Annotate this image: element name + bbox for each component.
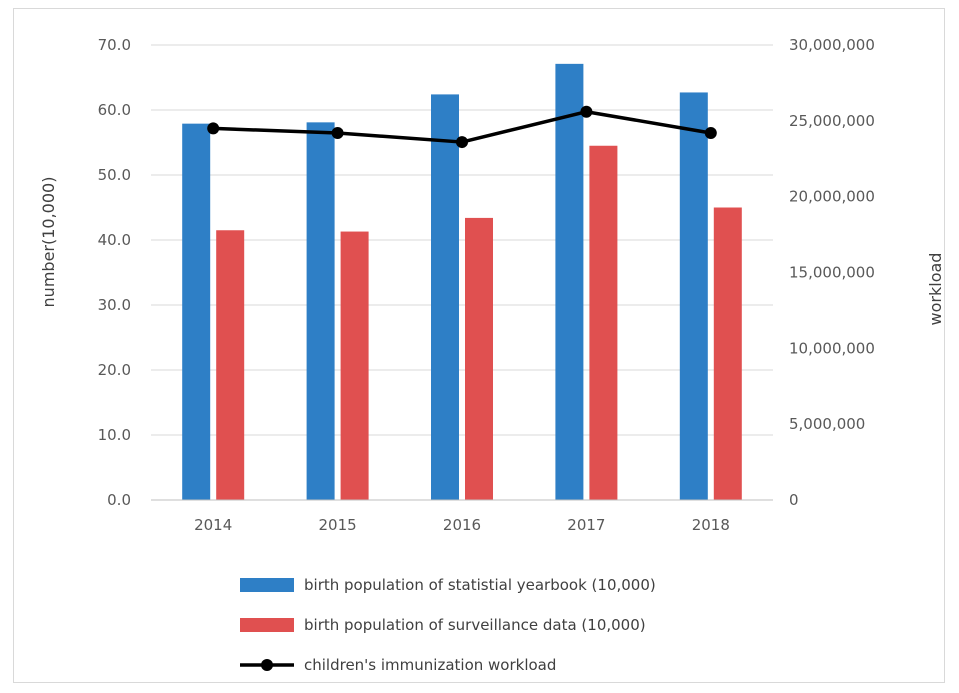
bar-surveillance (713, 207, 742, 500)
workload-point (207, 122, 220, 135)
bar-yearbook (555, 63, 584, 500)
bar-yearbook (306, 122, 335, 500)
workload-point (331, 126, 344, 139)
bar-surveillance (589, 145, 618, 500)
workload-point (704, 126, 717, 139)
y-tick-label: 20.0 (98, 361, 131, 379)
y-tick-label: 30.0 (98, 296, 131, 314)
y2-tick-label: 10,000,000 (789, 339, 875, 357)
y2-axis-title: workload (926, 253, 945, 326)
chart-frame: 0.0 10.0 20.0 30.0 40.0 50.0 60.0 70.0 0 5,000,00… (13, 8, 945, 683)
x-tick-label: 2017 (567, 516, 605, 534)
workload-line (207, 105, 717, 149)
legend-label: birth population of surveillance data (1… (304, 616, 646, 634)
bar-surveillance (340, 231, 369, 501)
y2-tick-label: 30,000,000 (789, 36, 875, 54)
legend-label: children's immunization workload (304, 656, 556, 674)
axes: 0.0 10.0 20.0 30.0 40.0 50.0 60.0 70.0 0 5,000,00… (98, 36, 875, 534)
chart-svg: 0.0 10.0 20.0 30.0 40.0 50.0 60.0 70.0 0 5,000,00… (39, 36, 945, 674)
y-tick-label: 60.0 (98, 101, 131, 119)
workload-point (456, 136, 468, 149)
y2-tick-label: 25,000,000 (789, 112, 875, 130)
legend-swatch (240, 618, 294, 632)
y2-tick-label: 20,000,000 (789, 188, 875, 206)
y2-tick-label: 15,000,000 (789, 264, 875, 282)
legend: birth population of statistial yearbook … (240, 576, 656, 674)
bar-yearbook (182, 123, 211, 501)
x-tick-label: 2015 (319, 516, 357, 534)
y-tick-label: 10.0 (98, 426, 131, 444)
y2-tick-label: 5,000,000 (789, 415, 865, 433)
bars (182, 63, 742, 501)
legend-marker (261, 659, 273, 671)
y-tick-label: 70.0 (98, 36, 131, 54)
bar-surveillance (216, 230, 245, 500)
y-tick-label: 40.0 (98, 231, 131, 249)
bar-yearbook (431, 94, 459, 501)
y-axis-title: number(10,000) (39, 177, 58, 308)
bar-surveillance (465, 217, 493, 500)
legend-label: birth population of statistial yearbook … (304, 576, 656, 594)
legend-swatch (240, 578, 294, 592)
y-tick-label: 50.0 (98, 166, 131, 184)
x-tick-label: 2018 (692, 516, 730, 534)
y2-tick-label: 0 (789, 491, 799, 509)
y-tick-label: 0.0 (107, 491, 131, 509)
workload-point (580, 105, 593, 118)
x-tick-label: 2016 (443, 516, 481, 534)
gridlines (151, 44, 773, 501)
bar-yearbook (679, 92, 708, 500)
x-tick-label: 2014 (194, 516, 232, 534)
